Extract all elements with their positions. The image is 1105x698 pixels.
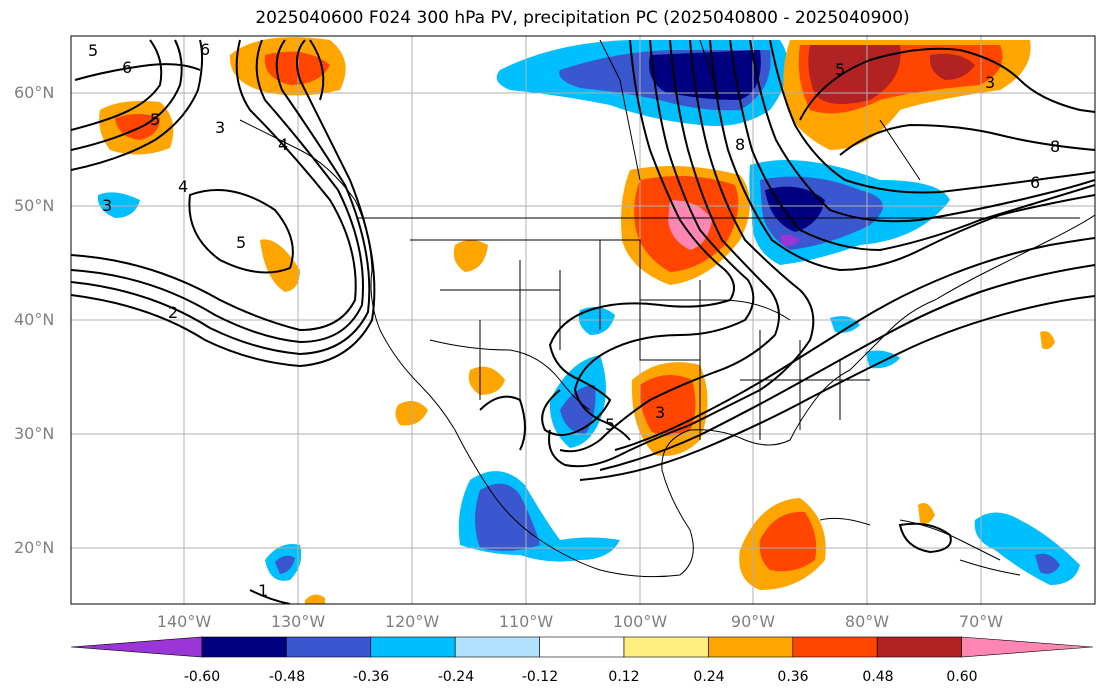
colorbar-tick-label: 0.24 — [693, 669, 725, 685]
contour-label: 6 — [122, 58, 132, 77]
contour-label: 4 — [178, 177, 188, 196]
contour-label: 3 — [655, 403, 665, 422]
contour-label: 4 — [278, 135, 288, 154]
lat-label: 50°N — [14, 196, 55, 215]
pv-contours — [71, 39, 1095, 604]
colorbar-tick-label: 0.36 — [777, 669, 809, 685]
lon-label: 80°W — [844, 612, 890, 631]
colorbar-tick-label: 0.60 — [946, 669, 978, 685]
colorbar-tick-label: -0.48 — [268, 669, 306, 685]
lat-label: 30°N — [14, 424, 55, 443]
lon-label: 70°W — [958, 612, 1004, 631]
colorbar-tick-label: -0.12 — [521, 669, 559, 685]
lon-label: 140°W — [156, 612, 212, 631]
contour-label: 3 — [215, 118, 225, 137]
pv-contour-labels: 5 6 6 5 4 3 3 5 4 2 5 3 5 3 8 6 8 1 — [88, 40, 1060, 600]
colorbar-tick-label: 0.12 — [608, 669, 640, 685]
colorbar-tick-label: -0.60 — [183, 669, 221, 685]
lon-label: 110°W — [498, 612, 554, 631]
lon-label: 100°W — [612, 612, 668, 631]
lat-label: 60°N — [14, 83, 55, 102]
contour-label: 5 — [150, 110, 160, 129]
map-frame — [70, 35, 1096, 605]
lon-label: 120°W — [384, 612, 440, 631]
map-title: 2025040600 F024 300 hPa PV, precipitatio… — [255, 8, 910, 28]
colorbar-tick-label: -0.36 — [352, 669, 390, 685]
lat-label: 40°N — [14, 310, 55, 329]
contour-label: 3 — [985, 73, 995, 92]
lon-label: 90°W — [730, 612, 776, 631]
colorbar-tick-label: -0.24 — [437, 669, 475, 685]
contour-label: 3 — [102, 196, 112, 215]
contour-label: 5 — [835, 60, 845, 79]
lat-label: 20°N — [14, 538, 55, 557]
contour-label: 8 — [735, 135, 745, 154]
gridlines — [71, 36, 1095, 604]
contour-label: 6 — [1030, 173, 1040, 192]
contour-label: 5 — [605, 415, 615, 434]
colorbar-tick-label: 0.48 — [862, 669, 894, 685]
contour-label: 1 — [258, 581, 268, 600]
lon-label: 130°W — [270, 612, 326, 631]
contour-label: 5 — [236, 233, 246, 252]
contour-label: 2 — [168, 303, 178, 322]
contour-label: 6 — [200, 40, 210, 59]
coastlines-borders — [239, 39, 1095, 578]
contour-label: 5 — [88, 41, 98, 60]
contour-label: 8 — [1050, 137, 1060, 156]
